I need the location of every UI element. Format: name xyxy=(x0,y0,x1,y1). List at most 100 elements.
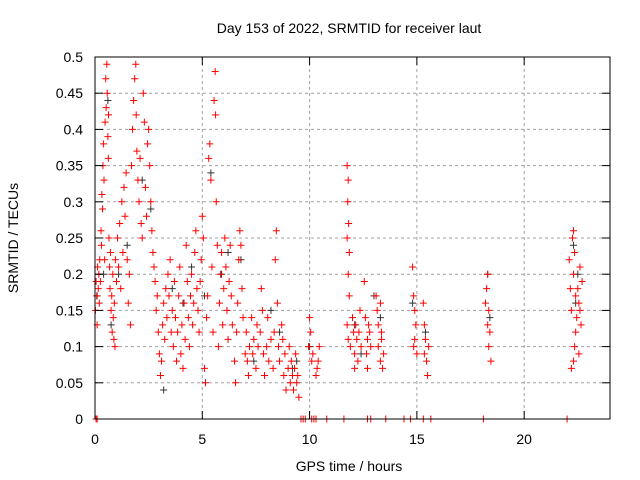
data-point xyxy=(574,285,582,293)
data-point xyxy=(246,343,253,351)
data-point xyxy=(258,306,266,314)
data-point xyxy=(112,277,120,285)
data-point xyxy=(173,357,181,365)
data-point xyxy=(364,335,372,343)
data-point xyxy=(148,227,156,235)
data-point xyxy=(105,111,113,119)
data-point xyxy=(200,364,208,372)
data-point xyxy=(309,350,317,358)
data-point xyxy=(567,306,575,314)
data-point xyxy=(286,379,294,387)
data-point xyxy=(120,183,128,191)
data-point xyxy=(210,96,218,104)
data-point xyxy=(249,350,257,358)
data-point xyxy=(486,314,494,322)
data-point xyxy=(174,328,182,336)
data-point xyxy=(96,277,104,285)
data-point xyxy=(421,335,429,343)
data-point xyxy=(108,292,116,300)
data-point xyxy=(349,314,356,322)
data-point xyxy=(237,241,245,249)
data-point xyxy=(232,379,240,387)
data-point xyxy=(278,321,286,329)
data-point xyxy=(345,248,353,256)
data-point xyxy=(118,198,126,206)
data-point xyxy=(121,212,129,220)
data-point xyxy=(103,89,111,97)
y-axis-label: SRMTID / TECUs xyxy=(5,183,21,293)
data-point xyxy=(106,263,114,271)
data-point xyxy=(175,292,183,300)
data-point xyxy=(135,198,143,206)
data-point xyxy=(357,343,365,351)
data-point xyxy=(314,357,322,365)
data-point xyxy=(164,270,172,278)
data-point xyxy=(114,234,122,242)
data-point xyxy=(261,372,269,380)
data-point xyxy=(136,154,144,162)
data-point xyxy=(192,227,200,235)
series-black xyxy=(93,96,582,394)
data-point xyxy=(125,270,133,278)
data-point xyxy=(100,176,108,184)
data-point xyxy=(209,328,217,336)
data-point xyxy=(248,314,256,322)
data-point xyxy=(313,364,321,372)
data-point xyxy=(155,350,163,358)
data-point xyxy=(132,111,140,119)
data-point xyxy=(367,343,375,351)
data-point xyxy=(570,270,578,278)
data-point xyxy=(122,169,130,177)
data-point xyxy=(211,67,219,75)
data-point xyxy=(344,335,352,343)
x-tick-label: 0 xyxy=(91,431,99,447)
data-point xyxy=(213,241,221,249)
data-point xyxy=(243,357,251,365)
data-point xyxy=(234,299,242,307)
data-point xyxy=(102,75,110,83)
data-point xyxy=(195,328,203,336)
data-point xyxy=(119,248,127,256)
data-point xyxy=(230,357,238,365)
data-point xyxy=(160,299,168,307)
data-point xyxy=(484,321,492,329)
data-point xyxy=(294,372,302,380)
data-point xyxy=(235,256,243,264)
data-point xyxy=(315,343,323,351)
data-point xyxy=(374,343,382,351)
data-point xyxy=(263,343,271,351)
data-point xyxy=(170,277,178,285)
data-point xyxy=(149,248,157,256)
data-point xyxy=(129,125,137,133)
data-point xyxy=(372,292,380,300)
data-point xyxy=(365,321,373,329)
data-point xyxy=(117,285,125,293)
data-point xyxy=(373,306,381,314)
data-point xyxy=(355,328,363,336)
data-point xyxy=(126,321,134,329)
data-point xyxy=(252,364,260,372)
data-point xyxy=(572,292,580,300)
y-tick-label: 0.2 xyxy=(64,266,84,282)
data-point xyxy=(189,321,197,329)
data-point xyxy=(177,350,185,358)
data-point xyxy=(577,321,585,329)
data-point xyxy=(140,118,148,126)
data-point xyxy=(420,321,428,329)
data-point xyxy=(568,234,576,242)
data-point xyxy=(184,314,192,322)
data-point xyxy=(123,241,131,249)
data-point xyxy=(110,335,118,343)
ticks: 0 0.05 0.1 0.15 0.2 0.25 0.3 0.35 0.4 0.45 0.5 0 5 10… xyxy=(56,49,610,447)
data-point xyxy=(199,234,207,242)
data-point xyxy=(141,183,149,191)
data-point xyxy=(227,292,235,300)
data-point xyxy=(233,328,241,336)
data-point xyxy=(281,350,289,358)
data-point xyxy=(215,299,223,307)
data-point xyxy=(361,314,369,322)
data-point xyxy=(180,299,188,307)
data-point xyxy=(97,241,105,249)
data-point xyxy=(483,285,491,293)
